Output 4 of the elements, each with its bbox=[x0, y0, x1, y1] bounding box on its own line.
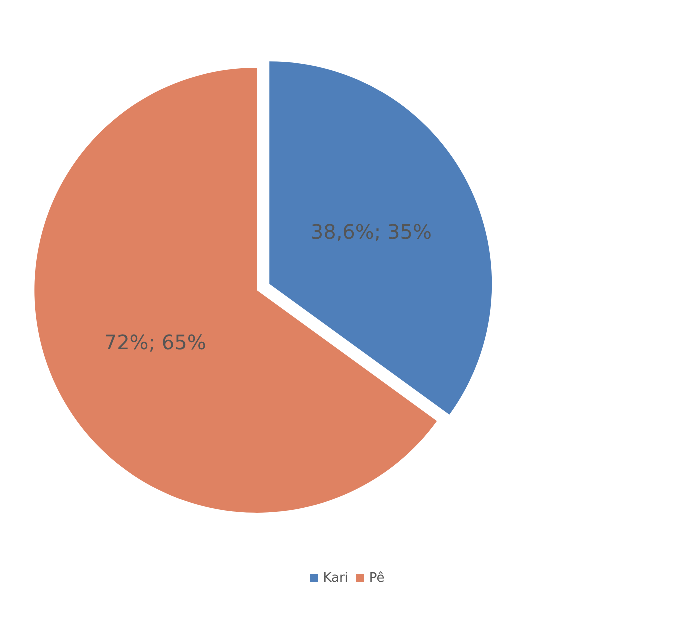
legend-label: Kari bbox=[323, 571, 348, 586]
legend-label: Pê bbox=[369, 571, 385, 586]
data-label: 38,6%; 35% bbox=[310, 220, 432, 244]
data-label: 72%; 65% bbox=[104, 330, 206, 354]
